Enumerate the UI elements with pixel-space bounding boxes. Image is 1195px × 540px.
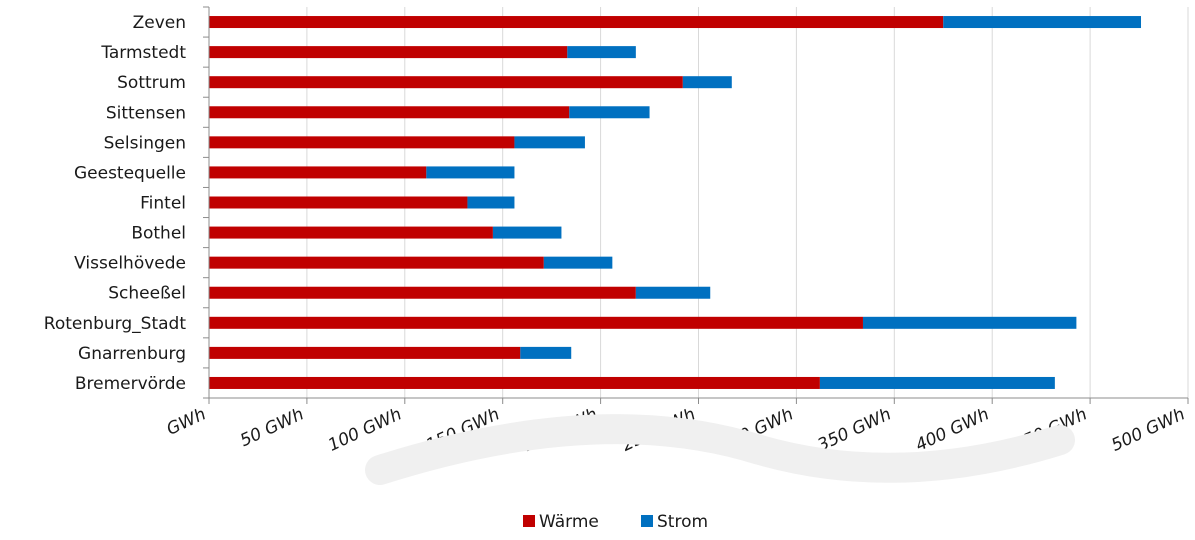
bar-waerme-6 [209, 196, 468, 209]
x-tick-label: 200 GWh [521, 404, 601, 455]
bar-strom-6 [467, 196, 515, 209]
category-label: Geestequelle [74, 163, 186, 183]
legend-label-waerme: Wärme [539, 512, 599, 532]
bar-strom-3 [569, 106, 650, 119]
bar-waerme-10 [209, 316, 863, 329]
category-label: Visselhövede [74, 254, 186, 274]
bar-waerme-12 [209, 376, 820, 389]
bar-strom-8 [543, 256, 613, 269]
bar-waerme-1 [209, 46, 568, 59]
legend-swatch-strom [641, 515, 653, 527]
bar-waerme-7 [209, 226, 493, 239]
x-tick-label: GWh [164, 404, 209, 439]
category-label: Selsingen [104, 133, 186, 153]
bar-waerme-8 [209, 256, 544, 269]
bar-waerme-4 [209, 136, 515, 149]
bar-strom-1 [567, 46, 636, 59]
bar-waerme-0 [209, 16, 944, 29]
bar-waerme-9 [209, 286, 636, 299]
category-labels: Zeven Tarmstedt Sottrum Sittensen Selsingen G… [44, 13, 187, 394]
bars [209, 16, 1142, 389]
x-tick-label: 150 GWh [423, 404, 503, 455]
bar-strom-11 [520, 346, 572, 359]
category-label: Scheeßel [108, 284, 186, 304]
category-label: Zeven [133, 13, 186, 33]
bar-strom-10 [862, 316, 1077, 329]
x-tick-label: 250 GWh [619, 404, 699, 455]
bar-strom-4 [514, 136, 585, 149]
bar-waerme-3 [209, 106, 570, 119]
x-tick-label: 50 GWh [237, 404, 307, 451]
legend-label-strom: Strom [657, 512, 708, 532]
x-tick-label: 450 GWh [1011, 404, 1091, 455]
bar-strom-2 [682, 76, 732, 89]
legend-swatch-waerme [523, 515, 535, 527]
x-tick-label: 300 GWh [717, 404, 797, 455]
bar-strom-7 [492, 226, 562, 239]
category-label: Rotenburg_Stadt [44, 314, 187, 334]
category-label: Sottrum [117, 73, 186, 93]
category-label: Bothel [131, 224, 186, 244]
bar-strom-9 [635, 286, 711, 299]
legend: Wärme Strom [523, 512, 708, 532]
x-tick-label: 500 GWh [1108, 404, 1188, 455]
bar-strom-0 [943, 16, 1142, 29]
gridlines [306, 7, 1189, 398]
category-label: Tarmstedt [100, 43, 186, 63]
x-tick-label: 100 GWh [325, 404, 405, 455]
bar-waerme-11 [209, 346, 521, 359]
x-tick-label: 350 GWh [815, 404, 895, 455]
category-label: Bremervörde [75, 374, 186, 394]
category-label: Gnarrenburg [78, 344, 186, 364]
x-tick-label: 400 GWh [913, 404, 993, 455]
bar-waerme-5 [209, 166, 427, 179]
bar-strom-12 [819, 376, 1055, 389]
axes [203, 6, 1189, 404]
category-label: Sittensen [106, 103, 186, 123]
x-tick-labels: GWh 50 GWh 100 GWh 150 GWh 200 GWh 250 GWh 300… [164, 404, 1188, 455]
bar-waerme-2 [209, 76, 683, 89]
bar-strom-5 [426, 166, 515, 179]
category-label: Fintel [140, 194, 186, 214]
